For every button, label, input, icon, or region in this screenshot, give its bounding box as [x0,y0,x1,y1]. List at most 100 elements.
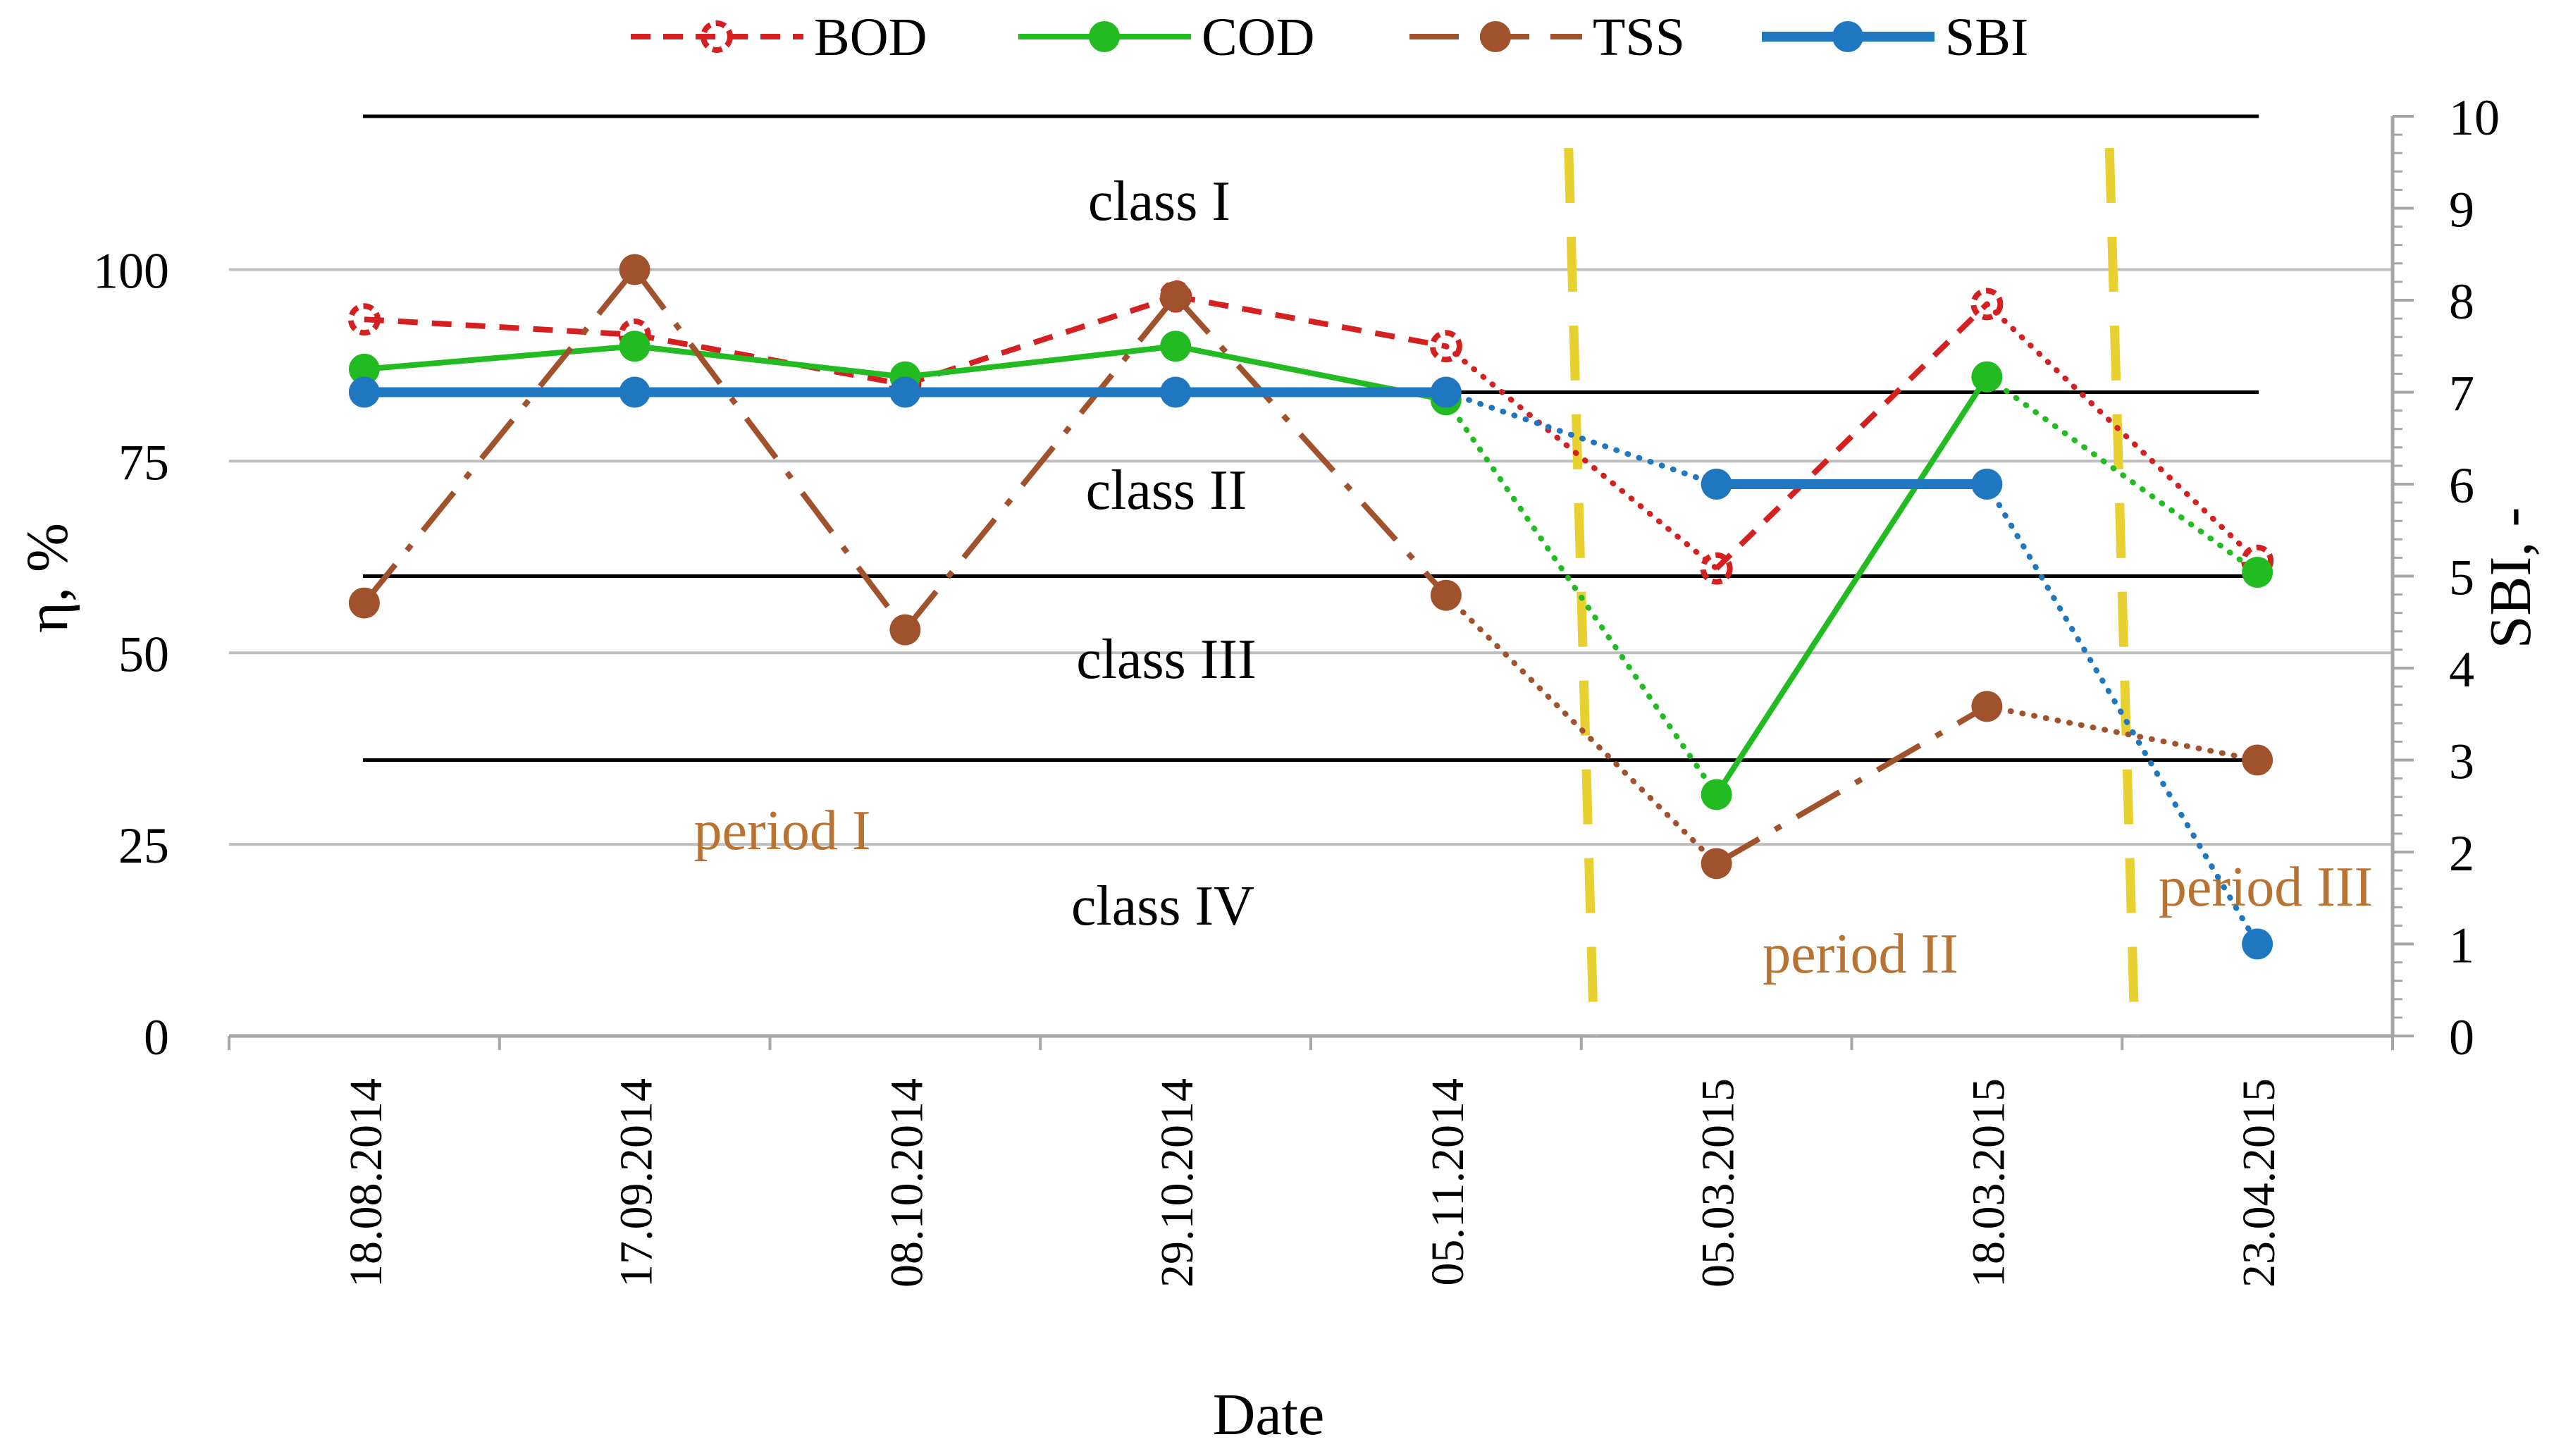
y2-axis-title: SBI, - [2478,507,2543,649]
y-tick-label: 75 [118,434,169,491]
x-tick-label: 18.08.2014 [340,1078,392,1288]
y2-tick-label: 3 [2449,734,2474,790]
tss-point [889,614,921,646]
legend: BOD COD TSS SBI [631,8,2028,67]
bod-point [1700,552,1733,585]
period-label-I: period I [693,800,870,862]
period-separator [2104,147,2140,1037]
legend-marker-sbi [1832,21,1863,52]
y2-tick-label: 1 [2449,918,2474,974]
bod-segment [1443,343,1720,572]
y2-tick-label: 9 [2449,182,2474,238]
series-cod [348,331,2273,810]
bod-segment [1175,293,1447,350]
cod-point [2242,557,2273,588]
cod-segment [1714,375,1989,796]
sbi-segment [1443,389,1720,487]
class-labels: class I class II class III class IV [1071,171,1257,937]
tss-segment [1173,294,1448,598]
y2-tick-label: 2 [2449,825,2474,882]
x-tick-label: 23.04.2015 [2233,1078,2285,1288]
cod-point [1971,361,2003,393]
period-separators [1564,147,2140,1037]
bod-segment [1714,302,1989,571]
series-sbi [348,376,2273,960]
y-tick-label: 100 [93,243,169,300]
x-tick-label: 18.03.2015 [1963,1078,2014,1288]
tss-point [2242,744,2273,776]
tss-segment [1443,592,1720,867]
cod-point [348,353,380,385]
gridlines [229,268,2393,846]
cod-segment [904,343,1176,380]
sbi-segment [1984,481,2261,947]
legend-label-bod: BOD [814,8,927,67]
legend-marker-cod [1089,21,1120,52]
y2-tick-label: 0 [2449,1009,2474,1066]
bod-segment [364,316,635,338]
class-boundaries [363,114,2259,762]
series-bod [347,280,2274,585]
y2-tick-label: 6 [2449,457,2474,514]
cod-point [1160,331,1192,362]
class-label-IV: class IV [1071,875,1254,937]
bod-point [347,303,381,336]
cod-segment [1443,397,1720,798]
cod-point [1701,779,1732,810]
legend-label-tss: TSS [1593,8,1685,67]
sbi-point [2242,928,2273,960]
series-tss [348,254,2273,880]
tss-point [1160,280,1192,312]
x-tick-label: 08.10.2014 [881,1078,932,1288]
bod-point [1429,330,1462,363]
tss-segment [632,268,908,632]
x-axis-title: Date [1213,1382,1325,1448]
class-label-I: class I [1088,171,1230,233]
y2-tick-label: 10 [2449,90,2500,146]
series-layer [347,254,2274,960]
y-axis-title: η, % [15,523,80,633]
class-label-II: class II [1086,459,1247,522]
tss-segment [903,295,1178,632]
y-tick-label: 50 [118,626,169,682]
bod-segment [1984,301,2261,564]
sbi-point [889,376,921,408]
tss-segment [362,267,637,605]
period-label-III: period III [2159,856,2373,918]
sbi-point [619,376,650,408]
bod-point [1970,288,2004,321]
legend-label-sbi: SBI [1945,8,2028,67]
sbi-point [1701,469,1732,500]
legend-label-cod: COD [1202,8,1314,67]
cod-segment [364,343,635,372]
cod-point [619,331,650,362]
tss-segment [1715,703,1989,866]
x-tick-label: 17.09.2014 [611,1078,662,1288]
cod-segment [1984,374,2261,576]
cod-segment [634,343,906,380]
tss-segment [1984,703,2261,763]
tss-point [1971,691,2003,722]
period-labels: period I period II period III [693,800,2373,985]
x-tick-label: 05.11.2014 [1422,1078,1474,1286]
legend-marker-tss [1480,21,1511,52]
y2-tick-label: 7 [2449,366,2474,422]
sbi-point [1430,376,1462,408]
x-tick-label: 05.03.2015 [1693,1078,1744,1288]
sbi-point [1971,469,2003,500]
class-label-III: class III [1076,629,1256,691]
tss-point [348,587,380,619]
x-tick-label: 29.10.2014 [1152,1078,1203,1288]
period-label-II: period II [1763,923,1958,985]
y-tick-label: 0 [144,1009,169,1066]
y2-tick-label: 5 [2449,550,2474,606]
tss-point [1430,579,1462,611]
tss-point [1701,848,1732,880]
sbi-point [348,376,380,408]
y-tick-label: 25 [118,818,169,874]
y2-tick-label: 8 [2449,273,2474,330]
sbi-point [1160,376,1192,408]
y2-tick-label: 4 [2449,641,2474,698]
